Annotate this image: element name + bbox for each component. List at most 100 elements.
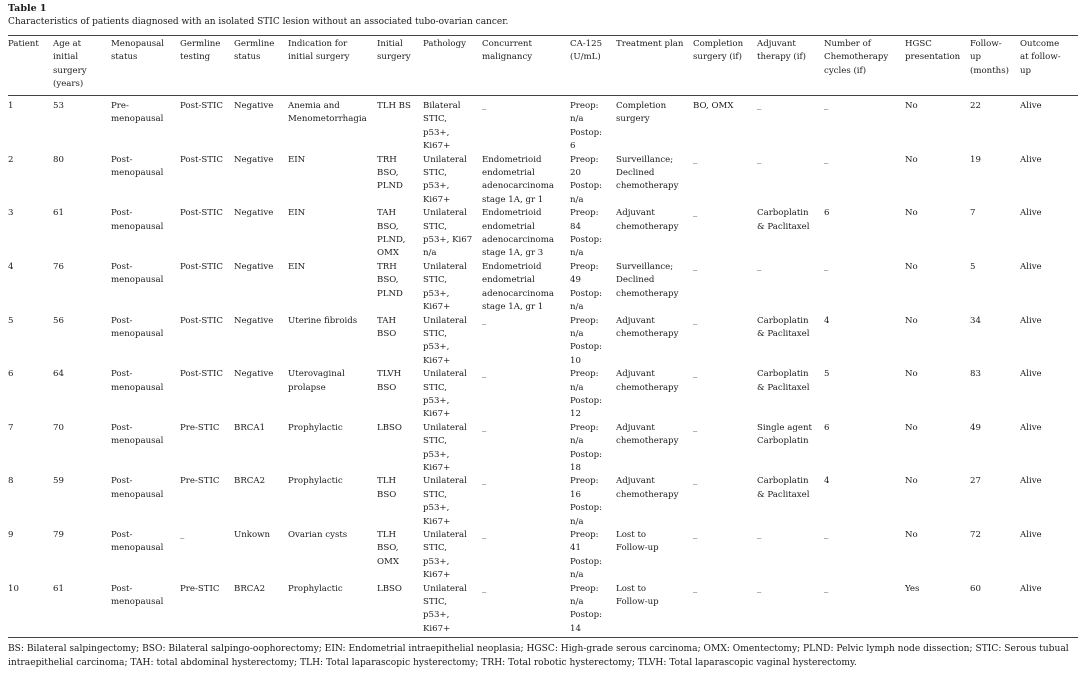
table-cell: 8: [8, 476, 14, 487]
table-cell: Post- menopausal: [111, 530, 164, 554]
table-cell: Pre-STIC: [180, 583, 220, 594]
column-header: Pathology: [423, 39, 466, 49]
table-cell: EIN: [288, 261, 306, 272]
bottom-rule: [8, 637, 1078, 638]
table-cell: No: [905, 369, 918, 380]
table-cell: 7: [970, 208, 976, 219]
table-cell: Negative: [234, 261, 274, 272]
table-cell: Carboplatin & Paclitaxel: [757, 476, 810, 500]
table-cell: 60: [970, 583, 981, 594]
table-row: 9 79 Post- menopausal _ Unkown Ovarian cysts T…: [8, 529, 1078, 583]
table-cell: BRCA2: [234, 476, 266, 487]
column-header: Concurrent malignancy: [482, 39, 533, 63]
table-cell: Surveillance; Declined chemotherapy: [616, 154, 679, 192]
table-cell: _: [482, 476, 487, 487]
patient-characteristics-table: Patient Age at initial surgery (years) Men…: [8, 38, 1078, 636]
column-header: Outcome at follow- up: [1020, 39, 1061, 76]
table-cell: Preop: n/a Postop: 12: [570, 369, 603, 420]
table-cell: 19: [970, 154, 981, 165]
column-header: Number of Chemotherapy cycles (if): [824, 39, 889, 76]
table-cell: Unilateral STIC, p53+, Ki67+: [423, 476, 467, 527]
table-cell: _: [482, 369, 487, 380]
column-header: Follow- up (months): [970, 39, 1009, 76]
column-header: Indication for initial surgery: [288, 39, 350, 63]
table-cell: _: [693, 261, 698, 272]
table-cell: Carboplatin & Paclitaxel: [757, 369, 810, 393]
table-cell: _: [482, 101, 487, 111]
table-cell: _: [693, 315, 698, 326]
table-cell: Surveillance; Declined chemotherapy: [616, 261, 679, 299]
table-cell: Preop: 20 Postop: n/a: [570, 154, 603, 205]
table-cell: 6: [8, 369, 14, 380]
table-cell: Pre-STIC: [180, 476, 220, 487]
table-cell: _: [757, 101, 762, 111]
table-cell: Post-STIC: [180, 101, 223, 111]
table-cell: 61: [53, 208, 64, 219]
table-cell: Post- menopausal: [111, 476, 164, 500]
column-header: Initial surgery: [377, 39, 411, 63]
table-cell: 4: [8, 261, 14, 272]
table-cell: Alive: [1020, 476, 1042, 487]
table-cell: Alive: [1020, 101, 1042, 111]
table-cell: LBSO: [377, 583, 402, 594]
table-cell: 80: [53, 154, 64, 165]
table-cell: 59: [53, 476, 64, 487]
table-cell: Post-STIC: [180, 208, 223, 219]
table-caption: Characteristics of patients diagnosed wi…: [8, 17, 509, 27]
table-cell: _: [482, 315, 487, 326]
table-cell: Ovarian cysts: [288, 530, 348, 540]
table-cell: _: [693, 530, 698, 540]
table-cell: _: [693, 422, 698, 433]
table-cell: 76: [53, 261, 64, 272]
table-cell: _: [482, 530, 487, 540]
table-cell: TRH BSO, PLND: [377, 261, 403, 299]
table-cell: Preop: n/a Postop: 18: [570, 422, 603, 473]
table-cell: Post-STIC: [180, 315, 223, 326]
table-cell: 5: [824, 369, 830, 380]
table-cell: Post- menopausal: [111, 369, 164, 393]
table-cell: BO, OMX: [693, 101, 734, 111]
table-cell: 79: [53, 530, 64, 540]
table-row: 4 76 Post- menopausal Post-STIC Negative EIN T…: [8, 261, 1078, 315]
table-cell: 34: [970, 315, 981, 326]
table-cell: _: [482, 422, 487, 433]
table-cell: _: [482, 583, 487, 594]
table-cell: EIN: [288, 208, 306, 219]
table-cell: Pre-STIC: [180, 422, 220, 433]
table-cell: 27: [970, 476, 981, 487]
table-cell: Carboplatin & Paclitaxel: [757, 208, 810, 232]
table-cell: Adjuvant chemotherapy: [616, 315, 679, 339]
table-cell: BRCA1: [234, 422, 266, 433]
table-cell: 6: [824, 422, 830, 433]
table-cell: Negative: [234, 315, 274, 326]
table-row: 1 53 Pre- menopausal Post-STIC Negative Anemi…: [8, 96, 1078, 154]
table-cell: Adjuvant chemotherapy: [616, 208, 679, 232]
table-row: 7 70 Post- menopausal Pre-STIC BRCA1 Prophyla…: [8, 422, 1078, 476]
table-footnote: BS: Bilateral salpingectomy; BSO: Bilate…: [8, 644, 1069, 668]
column-header: Germline testing: [180, 39, 221, 63]
table-cell: No: [905, 154, 918, 165]
table-cell: Endometrioid endometrial adenocarcinoma …: [482, 261, 555, 313]
table-cell: 72: [970, 530, 981, 540]
column-header: Completion surgery (if): [693, 39, 744, 63]
table-cell: Post- menopausal: [111, 315, 164, 339]
table-cell: Anemia and Menometorrhagia: [288, 101, 367, 125]
table-cell: Alive: [1020, 208, 1042, 219]
table-row: 3 61 Post- menopausal Post-STIC Negative EIN T…: [8, 207, 1078, 261]
column-header: Adjuvant therapy (if): [757, 39, 807, 63]
table-cell: Alive: [1020, 583, 1042, 594]
column-header: Patient: [8, 39, 39, 49]
table-cell: 70: [53, 422, 64, 433]
table-cell: Unilateral STIC, p53+, Ki67+: [423, 530, 467, 581]
table-row: 2 80 Post- menopausal Post-STIC Negative EIN T…: [8, 154, 1078, 208]
table-row: 8 59 Post- menopausal Pre-STIC BRCA2 Prophyla…: [8, 475, 1078, 529]
table-cell: Preop: 84 Postop: n/a: [570, 208, 603, 259]
table-cell: Post- menopausal: [111, 208, 164, 232]
table-cell: 2: [8, 154, 14, 165]
column-header: HGSC presentation: [905, 39, 961, 63]
table-cell: No: [905, 422, 918, 433]
table-title: Table 1: [8, 3, 47, 14]
table-cell: _: [757, 261, 762, 272]
table-cell: Bilateral STIC, p53+, Ki67+: [423, 101, 461, 152]
table-cell: Unilateral STIC, p53+, Ki67+: [423, 422, 467, 473]
